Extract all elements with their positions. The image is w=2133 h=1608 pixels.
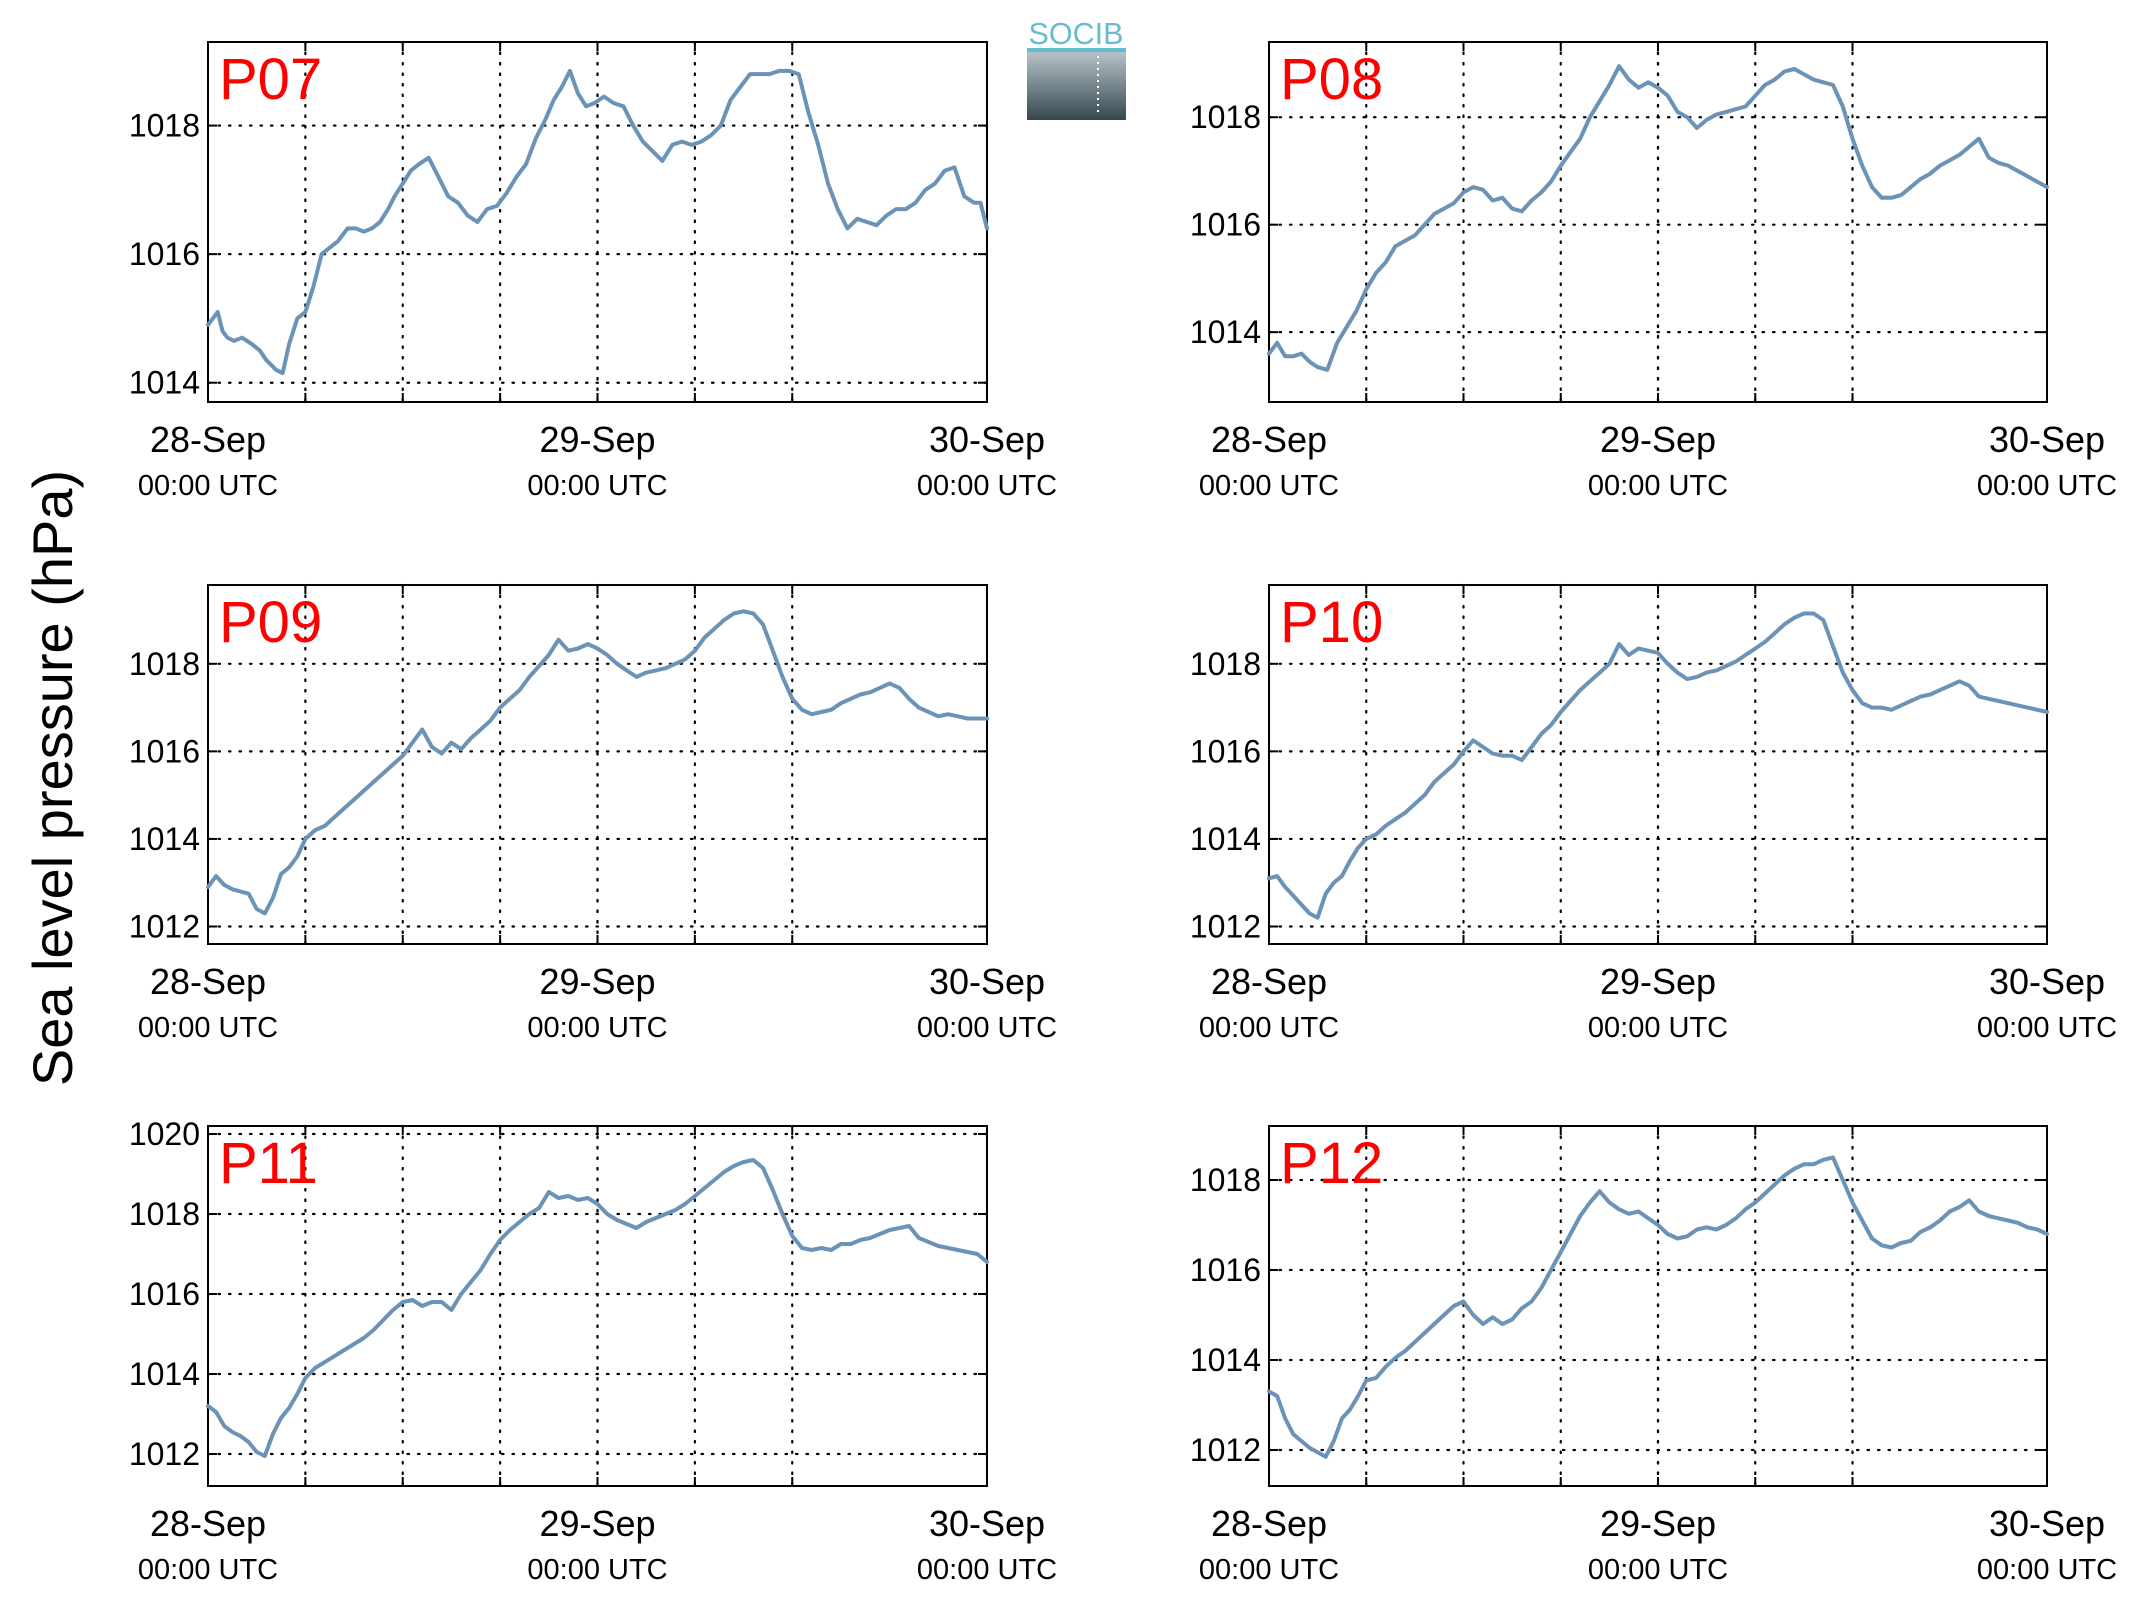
x-tick-label: 28-Sep bbox=[1211, 419, 1327, 460]
y-axis-label: Sea level pressure (hPa) bbox=[21, 470, 84, 1086]
y-tick-label: 1012 bbox=[129, 908, 200, 944]
panel-title-p09: P09 bbox=[219, 590, 322, 655]
panel-p08: 1014 1016 1018 28-Sep 00:00 UTC 29-Sep 00:00 U… bbox=[1190, 40, 2117, 502]
y-tick-label: 1014 bbox=[1190, 314, 1261, 350]
x-tick-label: 28-Sep bbox=[150, 961, 266, 1002]
x-tick-label: 28-Sep bbox=[1211, 1503, 1327, 1544]
y-tick-label: 1014 bbox=[1190, 821, 1261, 857]
x-tick-label: 28-Sep bbox=[1211, 961, 1327, 1002]
x-tick-label: 28-Sep bbox=[150, 419, 266, 460]
y-tick-label: 1014 bbox=[129, 821, 200, 857]
x-tick-sublabel: 00:00 UTC bbox=[1977, 1012, 2117, 1044]
x-tick-label: 29-Sep bbox=[1600, 961, 1716, 1002]
x-tick-label: 30-Sep bbox=[1989, 961, 2105, 1002]
x-tick-sublabel: 00:00 UTC bbox=[1199, 470, 1339, 502]
x-tick-sublabel: 00:00 UTC bbox=[1977, 1554, 2117, 1586]
y-tick-label: 1014 bbox=[129, 365, 200, 401]
x-tick-label: 29-Sep bbox=[1600, 1503, 1716, 1544]
y-tick-label: 1014 bbox=[129, 1356, 200, 1392]
y-tick-label: 1014 bbox=[1190, 1342, 1261, 1378]
x-tick-label: 30-Sep bbox=[929, 419, 1045, 460]
socib-logo: SOCIB bbox=[1027, 16, 1126, 120]
y-tick-label: 1016 bbox=[1190, 207, 1261, 243]
x-tick-label: 29-Sep bbox=[1600, 419, 1716, 460]
x-tick-label: 30-Sep bbox=[1989, 1503, 2105, 1544]
panel-p09: 1012 1014 1016 1018 28-Sep 00:00 UTC 29-Sep 00:… bbox=[129, 583, 1057, 1044]
y-tick-label: 1012 bbox=[1190, 1432, 1261, 1468]
panel-p12: 1012 1014 1016 1018 28-Sep 00:00 UTC 29-Sep 00:… bbox=[1190, 1124, 2117, 1586]
x-tick-label: 30-Sep bbox=[929, 961, 1045, 1002]
panel-title-p08: P08 bbox=[1280, 47, 1383, 112]
x-tick-sublabel: 00:00 UTC bbox=[1199, 1012, 1339, 1044]
x-tick-label: 28-Sep bbox=[150, 1503, 266, 1544]
logo-text: SOCIB bbox=[1029, 16, 1124, 51]
y-tick-label: 1012 bbox=[129, 1436, 200, 1472]
x-tick-sublabel: 00:00 UTC bbox=[527, 470, 667, 502]
x-tick-sublabel: 00:00 UTC bbox=[138, 1554, 278, 1586]
y-tick-label: 1016 bbox=[129, 1276, 200, 1312]
y-tick-label: 1016 bbox=[1190, 733, 1261, 769]
y-tick-label: 1018 bbox=[1190, 1162, 1261, 1198]
panels: 1014 1016 1018 28-Sep 00:00 UTC 29-Sep 00:00 U… bbox=[129, 40, 2117, 1586]
series-line-p11 bbox=[206, 1158, 989, 1458]
y-tick-label: 1018 bbox=[129, 1196, 200, 1232]
logo-wave-band bbox=[1027, 48, 1126, 52]
series-line-p10 bbox=[1267, 611, 2049, 920]
x-tick-sublabel: 00:00 UTC bbox=[917, 1554, 1057, 1586]
x-tick-sublabel: 00:00 UTC bbox=[1588, 1012, 1728, 1044]
x-tick-sublabel: 00:00 UTC bbox=[917, 1012, 1057, 1044]
panel-title-p11: P11 bbox=[219, 1131, 318, 1196]
panel-title-p12: P12 bbox=[1280, 1131, 1383, 1196]
series-line-p08 bbox=[1267, 64, 2049, 372]
x-tick-label: 29-Sep bbox=[539, 961, 655, 1002]
y-tick-label: 1018 bbox=[1190, 99, 1261, 135]
y-tick-label: 1020 bbox=[129, 1116, 200, 1152]
x-tick-sublabel: 00:00 UTC bbox=[1977, 470, 2117, 502]
panel-p11: 1012 1014 1016 1018 1020 28-Sep 00:00 UTC 29-Se… bbox=[129, 1116, 1057, 1586]
panel-title-p07: P07 bbox=[219, 47, 322, 112]
y-tick-label: 1018 bbox=[129, 646, 200, 682]
panel-p10: 1012 1014 1016 1018 28-Sep 00:00 UTC 29-Sep 00:… bbox=[1190, 583, 2117, 1044]
series-line-p07 bbox=[206, 68, 989, 376]
x-tick-sublabel: 00:00 UTC bbox=[1199, 1554, 1339, 1586]
x-tick-label: 29-Sep bbox=[539, 419, 655, 460]
panel-p07: 1014 1016 1018 28-Sep 00:00 UTC 29-Sep 00:00 U… bbox=[129, 40, 1057, 502]
x-tick-sublabel: 00:00 UTC bbox=[527, 1012, 667, 1044]
x-tick-sublabel: 00:00 UTC bbox=[1588, 1554, 1728, 1586]
y-tick-label: 1016 bbox=[129, 733, 200, 769]
x-tick-label: 30-Sep bbox=[1989, 419, 2105, 460]
logo-gradient-block bbox=[1027, 50, 1126, 120]
series-line-p12 bbox=[1267, 1155, 2049, 1459]
y-tick-label: 1016 bbox=[1190, 1252, 1261, 1288]
panel-title-p10: P10 bbox=[1280, 590, 1383, 655]
x-tick-sublabel: 00:00 UTC bbox=[1588, 470, 1728, 502]
x-tick-sublabel: 00:00 UTC bbox=[917, 470, 1057, 502]
y-tick-label: 1016 bbox=[129, 236, 200, 272]
x-tick-label: 30-Sep bbox=[929, 1503, 1045, 1544]
series-line-p09 bbox=[206, 609, 989, 916]
y-tick-label: 1012 bbox=[1190, 908, 1261, 944]
x-tick-sublabel: 00:00 UTC bbox=[138, 1012, 278, 1044]
y-tick-label: 1018 bbox=[1190, 646, 1261, 682]
x-tick-sublabel: 00:00 UTC bbox=[527, 1554, 667, 1586]
x-tick-label: 29-Sep bbox=[539, 1503, 655, 1544]
y-tick-label: 1018 bbox=[129, 108, 200, 144]
x-tick-sublabel: 00:00 UTC bbox=[138, 470, 278, 502]
